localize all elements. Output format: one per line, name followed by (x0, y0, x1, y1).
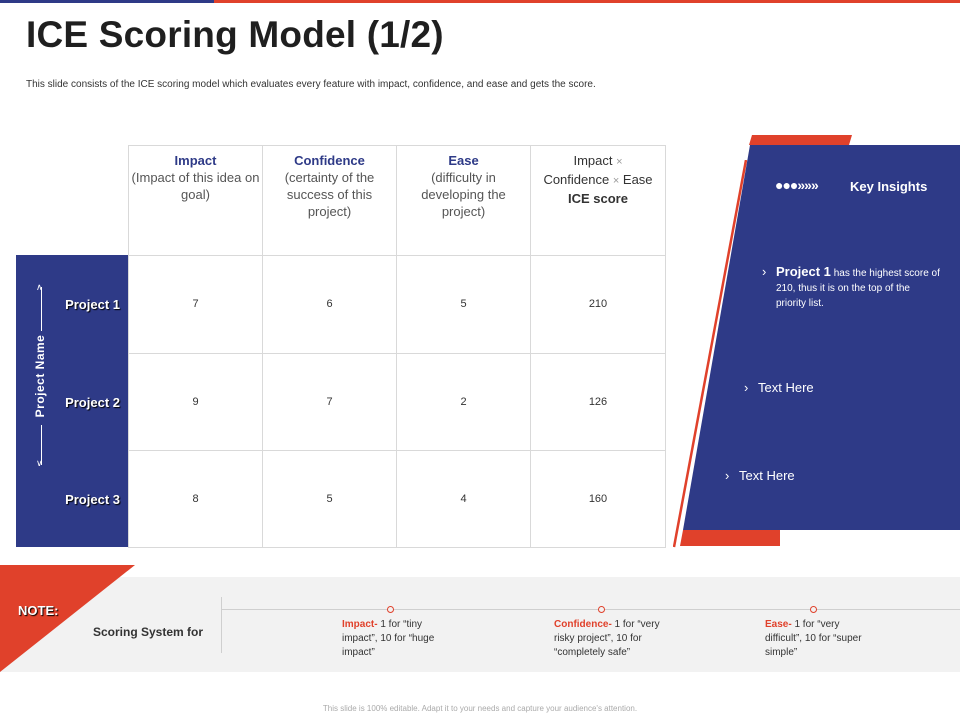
key-insights-title: Key Insights (850, 179, 928, 194)
scoring-impact-text: 1 for “tiny impact”, 10 for “huge impact… (342, 619, 435, 658)
axis-line-bottom (41, 425, 42, 465)
axis-line-top (41, 287, 42, 331)
insight-1-bold: Project 1 (776, 264, 831, 279)
insight-1-text: has the highest score of 210, thus it is… (776, 268, 940, 309)
panel-accent-line (673, 160, 748, 548)
cell-p3-confidence: 5 (262, 450, 396, 548)
row-label-project-1: Project 1 (65, 297, 120, 312)
header-impact: Impact (Impact of this idea on goal) (128, 145, 262, 255)
page-title: ICE Scoring Model (1/2) (26, 14, 444, 55)
score-header-ease: Ease (622, 172, 653, 187)
header-confidence: Confidence (certainty of the success of … (262, 145, 396, 255)
header-ease-desc: (difficulty in developing the project) (421, 170, 506, 219)
row-label-project-3: Project 3 (65, 492, 120, 507)
scoring-ease-key: Ease- (765, 619, 792, 630)
insight-2-text: Text Here (758, 380, 814, 395)
cell-p1-impact: 7 (128, 255, 262, 353)
cell-p1-score: 210 (530, 255, 665, 353)
insight-item-1: › Project 1 has the highest score of 210… (762, 264, 942, 311)
header-ice-score: Impact × Confidence × Ease ICE score (530, 145, 665, 255)
scoring-ease-text: 1 for “very difficult”, 10 for “super si… (765, 619, 862, 658)
cell-p3-score: 160 (530, 450, 665, 548)
chevron-right-icon: › (725, 468, 730, 483)
times-icon: × (616, 156, 623, 168)
header-impact-name: Impact (174, 153, 217, 168)
header-ease-name: Ease (448, 153, 479, 168)
note-separator (221, 597, 222, 653)
scoring-confidence-key: Confidence- (554, 619, 612, 630)
dots-arrows-icon: ●●●»»» (775, 177, 819, 193)
note-label: NOTE: (18, 603, 59, 618)
cell-p2-impact: 9 (128, 352, 262, 450)
timeline-dot (387, 606, 394, 613)
row-label-project-2: Project 2 (65, 395, 120, 410)
header-confidence-desc: (certainty of the success of this projec… (284, 170, 375, 219)
scoring-confidence-text: 1 for “very risky project”, 10 for “comp… (554, 619, 660, 658)
cell-p2-ease: 2 (396, 352, 530, 450)
header-impact-desc: (Impact of this idea on goal) (131, 170, 260, 202)
timeline-dot (598, 606, 605, 613)
project-name-column (16, 255, 128, 547)
top-accent-bar-navy (0, 0, 214, 3)
cell-p2-confidence: 7 (262, 352, 396, 450)
scoring-confidence: Confidence- 1 for “very risky project”, … (554, 618, 679, 660)
header-confidence-name: Confidence (294, 153, 365, 168)
score-header-ice: ICE score (568, 191, 628, 206)
insight-item-3: › Text Here (725, 468, 905, 483)
panel-accent-top (749, 135, 852, 145)
timeline-dot (810, 606, 817, 613)
table-border-right (665, 145, 666, 548)
panel-accent-bottom (680, 530, 780, 546)
cell-p3-impact: 8 (128, 450, 262, 548)
scoring-system-label: Scoring System for (93, 625, 204, 639)
table-border-bottom (128, 547, 666, 548)
footer-note: This slide is 100% editable. Adapt it to… (322, 704, 638, 713)
cell-p3-ease: 4 (396, 450, 530, 548)
chevron-right-icon: › (762, 264, 767, 279)
scoring-impact-key: Impact- (342, 619, 378, 630)
axis-label: Project Name (33, 334, 47, 418)
cell-p2-score: 126 (530, 352, 665, 450)
arrow-up-icon: ∧ (36, 282, 43, 292)
top-accent-bar-red (214, 0, 960, 3)
header-ease: Ease (difficulty in developing the proje… (396, 145, 530, 255)
cell-p1-confidence: 6 (262, 255, 396, 353)
scoring-impact: Impact- 1 for “tiny impact”, 10 for “hug… (342, 618, 452, 660)
note-band (0, 577, 960, 672)
arrow-down-icon: ∨ (36, 458, 43, 468)
page-subtitle: This slide consists of the ICE scoring m… (26, 79, 596, 90)
chevron-right-icon: › (744, 380, 749, 395)
note-timeline-line (222, 609, 960, 610)
cell-p1-ease: 5 (396, 255, 530, 353)
score-header-confidence: Confidence (543, 172, 610, 187)
insight-item-2: › Text Here (744, 380, 924, 395)
scoring-ease: Ease- 1 for “very difficult”, 10 for “su… (765, 618, 865, 660)
score-header-impact: Impact (573, 153, 613, 168)
insight-3-text: Text Here (739, 468, 795, 483)
times-icon: × (612, 175, 620, 187)
